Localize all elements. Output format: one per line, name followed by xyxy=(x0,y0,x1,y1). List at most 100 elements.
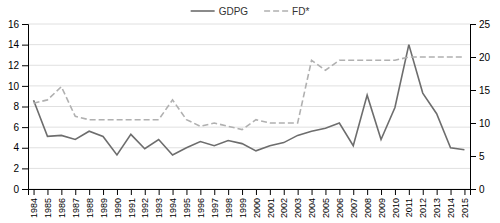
tick-label: 1992 xyxy=(140,198,150,218)
legend-item: GDPG xyxy=(191,6,249,17)
tick-label: 2011 xyxy=(404,198,414,217)
tick-mark xyxy=(381,189,382,195)
tick-label: 2004 xyxy=(307,198,317,218)
tick-label: 2010 xyxy=(391,198,401,218)
tick-label: 2013 xyxy=(432,198,442,218)
tick-mark xyxy=(284,189,285,195)
tick: 6 xyxy=(13,122,28,133)
tick: 20 xyxy=(470,52,491,63)
tick: 2008 xyxy=(363,189,373,218)
tick-label: 2001 xyxy=(265,198,275,218)
tick-mark xyxy=(470,24,476,25)
lines xyxy=(34,45,465,155)
tick-label: 0 xyxy=(479,184,485,195)
tick-mark xyxy=(470,156,476,157)
tick-mark xyxy=(270,189,271,195)
tick-label: 25 xyxy=(479,19,491,30)
tick: 1988 xyxy=(85,189,95,218)
tick: 2014 xyxy=(446,189,456,218)
tick-mark xyxy=(22,168,28,169)
tick-mark xyxy=(470,189,476,190)
tick-mark xyxy=(22,107,28,108)
tick: 1985 xyxy=(43,189,53,218)
tick-mark xyxy=(22,148,28,149)
tick: 1995 xyxy=(182,189,192,218)
tick: 2002 xyxy=(279,189,289,218)
tick: 2013 xyxy=(432,189,442,218)
tick-mark xyxy=(339,189,340,195)
tick-mark xyxy=(200,189,201,195)
tick: 14 xyxy=(8,39,28,50)
tick-mark xyxy=(34,189,35,195)
tick: 1989 xyxy=(99,189,109,218)
tick-mark xyxy=(117,189,118,195)
tick-label: 2000 xyxy=(252,198,262,218)
chart: 1984198519861987198819891990199119921993… xyxy=(0,0,500,223)
tick-mark xyxy=(470,57,476,58)
tick: 2001 xyxy=(265,189,275,218)
tick-mark xyxy=(395,189,396,195)
tick-mark xyxy=(22,189,28,190)
tick-mark xyxy=(22,24,28,25)
tick: 0 xyxy=(13,184,28,195)
tick: 10 xyxy=(470,118,491,129)
legend-item: FD* xyxy=(264,6,309,17)
tick-mark xyxy=(437,189,438,195)
tick: 8 xyxy=(13,101,28,112)
tick: 1996 xyxy=(196,189,206,218)
grid xyxy=(28,24,470,189)
axis-domain xyxy=(471,25,477,190)
grid-line xyxy=(28,85,470,86)
tick: 12 xyxy=(8,60,28,71)
tick: 25 xyxy=(470,19,491,30)
tick-mark xyxy=(464,189,465,195)
tick-label: 2009 xyxy=(377,198,387,218)
tick-label: 1985 xyxy=(43,198,53,218)
tick: 2 xyxy=(13,163,28,174)
tick-mark xyxy=(89,189,90,195)
tick-label: 2006 xyxy=(335,198,345,218)
tick-mark xyxy=(256,189,257,195)
tick-label: 2 xyxy=(13,163,19,174)
tick-mark xyxy=(470,90,476,91)
tick-label: 1999 xyxy=(238,198,248,218)
tick-label: 2014 xyxy=(446,198,456,218)
grid-line xyxy=(28,106,470,107)
tick-label: 4 xyxy=(13,142,19,153)
legend-swatch xyxy=(191,10,215,12)
tick: 1990 xyxy=(113,189,123,218)
series-line xyxy=(34,57,465,130)
tick-label: 1993 xyxy=(154,198,164,218)
tick-mark xyxy=(409,189,410,195)
tick-mark xyxy=(159,189,160,195)
tick-mark xyxy=(61,189,62,195)
tick: 4 xyxy=(13,142,28,153)
y-axis: 0246810121416 xyxy=(8,19,29,195)
tick-mark xyxy=(423,189,424,195)
tick-mark xyxy=(353,189,354,195)
legend: GDPG FD* xyxy=(191,6,310,17)
tick-label: 2002 xyxy=(279,198,289,218)
grid-line xyxy=(28,168,470,169)
tick-mark xyxy=(22,45,28,46)
tick-label: 1996 xyxy=(196,198,206,218)
tick-mark xyxy=(470,123,476,124)
tick-mark xyxy=(22,65,28,66)
tick-mark xyxy=(186,189,187,195)
tick: 2003 xyxy=(293,189,303,218)
tick-label: 1989 xyxy=(99,198,109,218)
tick: 2012 xyxy=(418,189,428,218)
tick-label: 1990 xyxy=(113,198,123,218)
tick-label: 1998 xyxy=(224,198,234,218)
tick: 1991 xyxy=(127,189,137,218)
tick: 2010 xyxy=(391,189,401,218)
tick: 2006 xyxy=(335,189,345,218)
grid-line xyxy=(28,44,470,45)
tick: 1984 xyxy=(29,189,39,218)
tick-label: 2005 xyxy=(321,198,331,218)
tick-label: 1995 xyxy=(182,198,192,218)
tick-mark xyxy=(325,189,326,195)
tick: 16 xyxy=(8,19,28,30)
tick-label: 1988 xyxy=(85,198,95,218)
tick: 2009 xyxy=(377,189,387,218)
